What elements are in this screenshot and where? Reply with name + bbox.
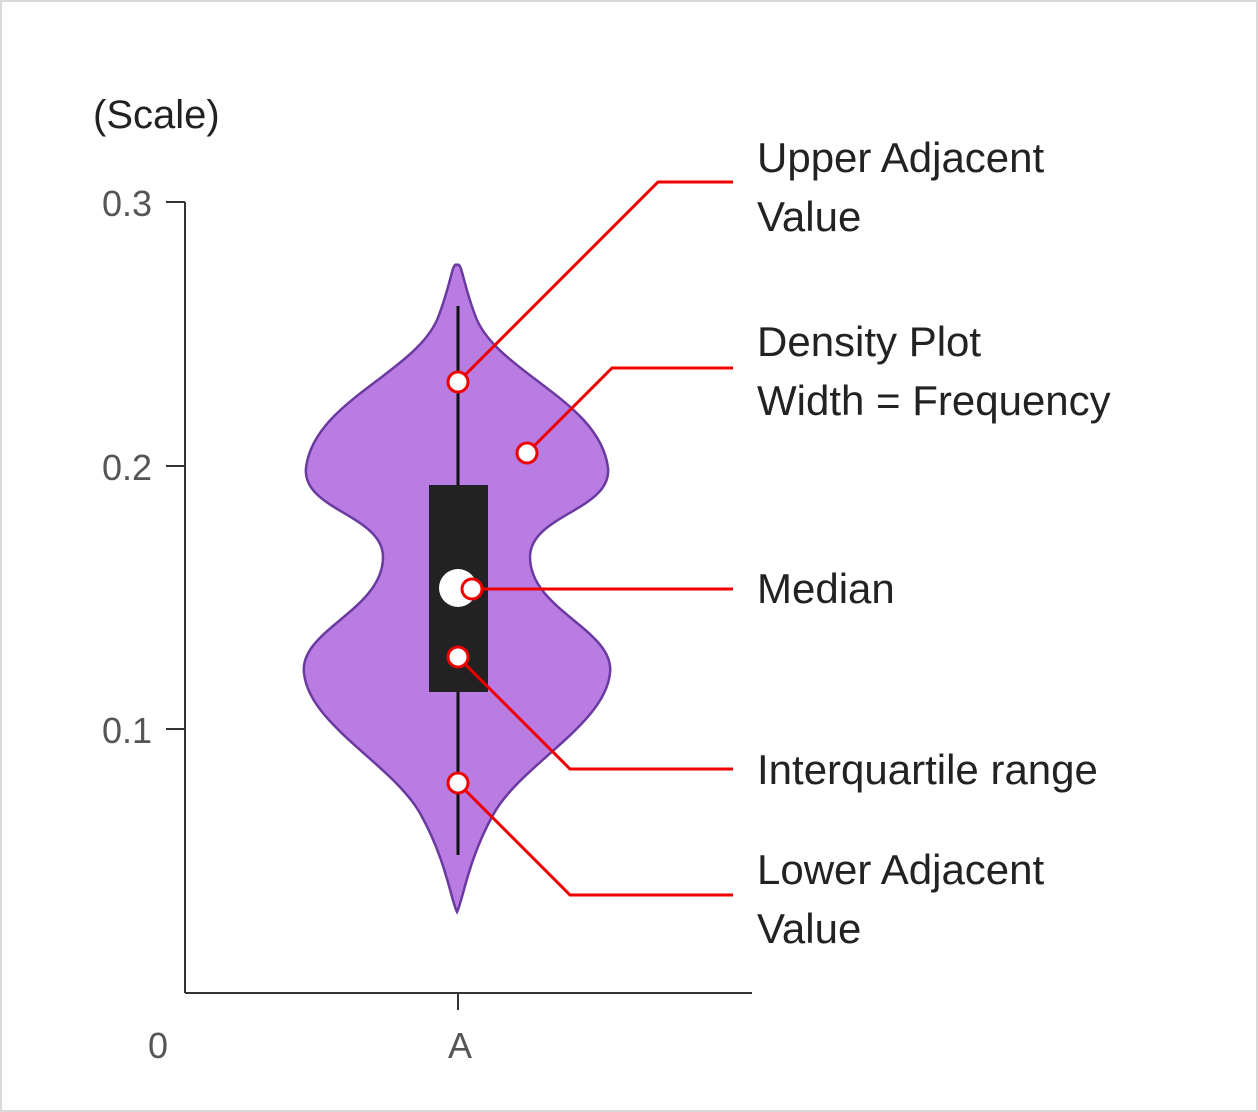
y-tick-label-0-3: 0.3	[102, 183, 152, 224]
density-label-line2: Width = Frequency	[757, 377, 1111, 424]
iqr-label: Interquartile range	[757, 746, 1098, 793]
upper-adjacent-label-line1: Upper Adjacent	[757, 134, 1045, 181]
scale-label: (Scale)	[93, 93, 220, 137]
iqr-marker	[446, 645, 470, 669]
y-tick-label-0-2: 0.2	[102, 447, 152, 488]
median-label: Median	[757, 565, 895, 612]
lower-adjacent-marker	[446, 771, 470, 795]
iqr-callout-line	[456, 655, 733, 771]
lower-adjacent-label-line2: Value	[757, 905, 861, 952]
upper-adjacent-callout-line	[456, 180, 733, 384]
origin-label: 0	[148, 1025, 168, 1066]
lower-adjacent-label-line1: Lower Adjacent	[757, 846, 1045, 893]
upper-adjacent-marker	[446, 370, 470, 394]
category-label: A	[448, 1025, 472, 1066]
y-tick-label-0-1: 0.1	[102, 710, 152, 751]
density-marker	[515, 441, 539, 465]
median-marker	[460, 577, 484, 601]
density-label-line1: Density Plot	[757, 318, 981, 365]
upper-adjacent-label-line2: Value	[757, 193, 861, 240]
lower-adjacent-callout-line	[456, 781, 733, 897]
density-callout-line	[525, 366, 733, 455]
